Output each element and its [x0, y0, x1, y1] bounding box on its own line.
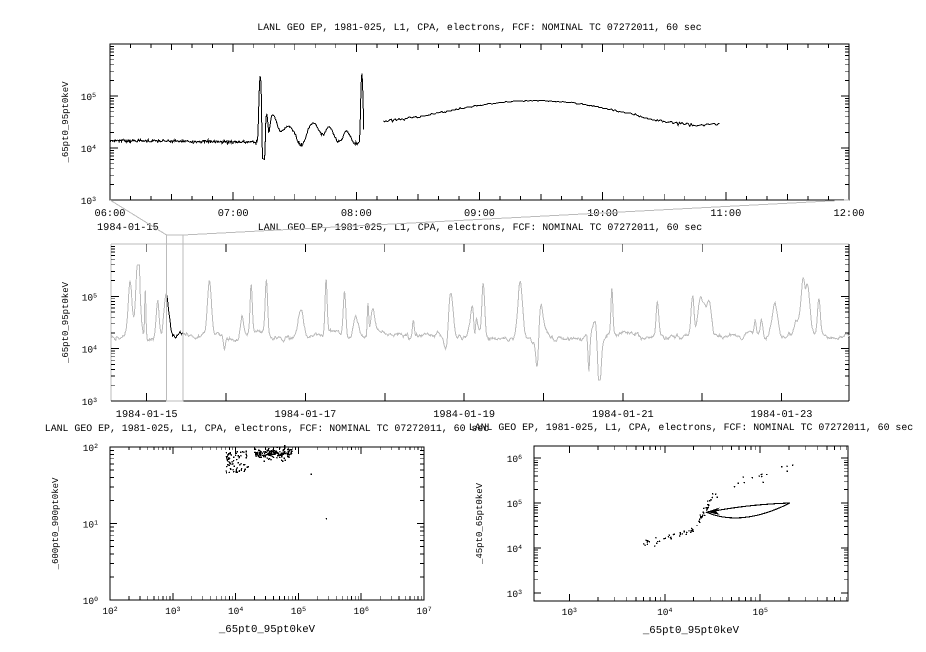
svg-text:1984-01-19: 1984-01-19 — [433, 409, 495, 421]
svg-text:LANL GEO EP, 1981-025, L1, CPA: LANL GEO EP, 1981-025, L1, CPA, electron… — [257, 22, 702, 33]
svg-text:11:00: 11:00 — [710, 208, 741, 220]
svg-text:_65pt0_95pt0keV: _65pt0_95pt0keV — [642, 625, 740, 637]
svg-text:_65pt0_95pt0keV: _65pt0_95pt0keV — [61, 281, 71, 364]
svg-text:LANL GEO EP, 1981-025, L1, CPA: LANL GEO EP, 1981-025, L1, CPA, electron… — [469, 422, 914, 433]
svg-text:1984-01-15: 1984-01-15 — [97, 222, 159, 234]
svg-text:1984-01-15: 1984-01-15 — [116, 409, 178, 421]
svg-text:_65pt0_95pt0keV: _65pt0_95pt0keV — [61, 81, 71, 164]
svg-text:1984-01-17: 1984-01-17 — [275, 409, 337, 421]
svg-text:07:00: 07:00 — [218, 208, 249, 220]
svg-text:06:00: 06:00 — [95, 208, 126, 220]
svg-text:08:00: 08:00 — [341, 208, 372, 220]
svg-text:09:00: 09:00 — [464, 208, 495, 220]
svg-text:1984-01-23: 1984-01-23 — [751, 409, 813, 421]
svg-text:12:00: 12:00 — [834, 208, 865, 220]
svg-text:_600pt0_900pt0keV: _600pt0_900pt0keV — [51, 477, 61, 570]
svg-text:1984-01-21: 1984-01-21 — [592, 409, 654, 421]
svg-text:_65pt0_95pt0keV: _65pt0_95pt0keV — [218, 624, 316, 636]
svg-text:LANL GEO EP, 1981-025, L1, CPA: LANL GEO EP, 1981-025, L1, CPA, electron… — [45, 423, 490, 434]
svg-text:_45pt0_65pt0keV: _45pt0_65pt0keV — [475, 482, 485, 565]
